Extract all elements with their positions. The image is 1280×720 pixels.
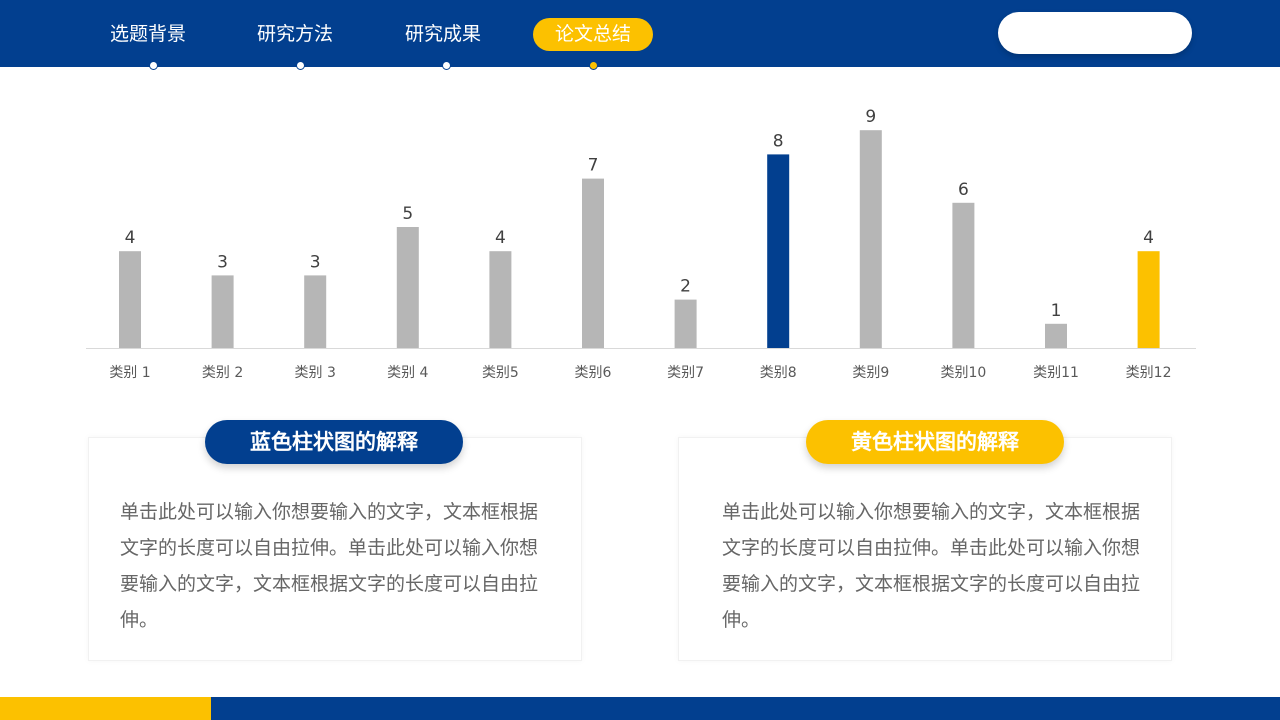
x-tick-label-4: 类别 4 [387,365,428,381]
blue-bar-explanation-text[interactable]: 单击此处可以输入你想要输入的文字，文本框根据文字的长度可以自由拉伸。单击此处可以… [120,501,539,631]
right-explanation-card [678,437,1172,661]
nav-tab-background[interactable]: 选题背景 [109,23,186,45]
bar-2 [211,275,234,348]
nav-dot-results [442,61,451,70]
top-nav-bar: 选题背景 研究方法 研究成果 论文总结 [0,0,1280,70]
x-tick-label-6: 类别6 [575,365,612,381]
blue-bar-explanation-title: 蓝色柱状图的解释 [205,420,463,464]
data-label-12: 4 [1143,228,1154,248]
x-tick-label-9: 类别9 [852,365,889,381]
bar-chart: 4 类别 1 3 类别 2 3 类别 3 5 类别 4 4 类别5 7 类别6 2 类别7 8 类别8 9 类别9… [86,107,1196,381]
data-label-5: 4 [495,228,506,248]
data-label-8: 8 [773,131,784,151]
data-label-9: 9 [865,107,876,127]
x-tick-label-12: 类别12 [1126,365,1172,381]
bar-10 [952,202,975,348]
data-label-2: 3 [217,252,228,272]
x-tick-label-3: 类别 3 [295,365,336,381]
bar-6 [582,178,604,348]
bar-12 [1137,251,1160,348]
bar-5 [489,251,512,348]
data-label-11: 1 [1051,301,1062,321]
nav-dot-summary [589,61,598,70]
x-tick-label-11: 类别11 [1033,365,1079,381]
nav-dot-background [149,61,158,70]
nav-dot-method [296,61,305,70]
bar-7 [674,299,697,348]
bar-1 [119,251,141,348]
nav-tab-results[interactable]: 研究成果 [404,23,481,45]
data-label-4: 5 [402,204,413,224]
data-label-3: 3 [310,252,321,272]
data-label-1: 4 [125,228,136,248]
search-input[interactable] [998,12,1192,54]
x-tick-label-7: 类别7 [667,365,704,381]
nav-tab-summary[interactable]: 论文总结 [533,18,653,51]
bar-3 [304,275,327,348]
bar-8 [767,154,790,348]
x-tick-label-8: 类别8 [760,365,797,381]
x-tick-label-2: 类别 2 [202,365,243,381]
bar-9 [859,130,882,348]
yellow-bar-explanation-text[interactable]: 单击此处可以输入你想要输入的文字，文本框根据文字的长度可以自由拉伸。单击此处可以… [722,501,1141,631]
data-label-10: 6 [958,180,969,200]
data-label-7: 2 [680,277,691,297]
yellow-bar-explanation-title: 黄色柱状图的解释 [806,420,1064,464]
data-label-6: 7 [588,156,599,176]
bar-11 [1045,323,1067,348]
footer-accent-bar [0,697,211,720]
bar-4 [396,227,419,348]
x-tick-label-10: 类别10 [940,365,986,381]
footer-bar [211,697,1280,720]
nav-tab-method[interactable]: 研究方法 [256,23,333,45]
left-explanation-card [88,437,582,661]
x-tick-label-1: 类别 1 [109,365,150,381]
x-tick-label-5: 类别5 [482,365,519,381]
